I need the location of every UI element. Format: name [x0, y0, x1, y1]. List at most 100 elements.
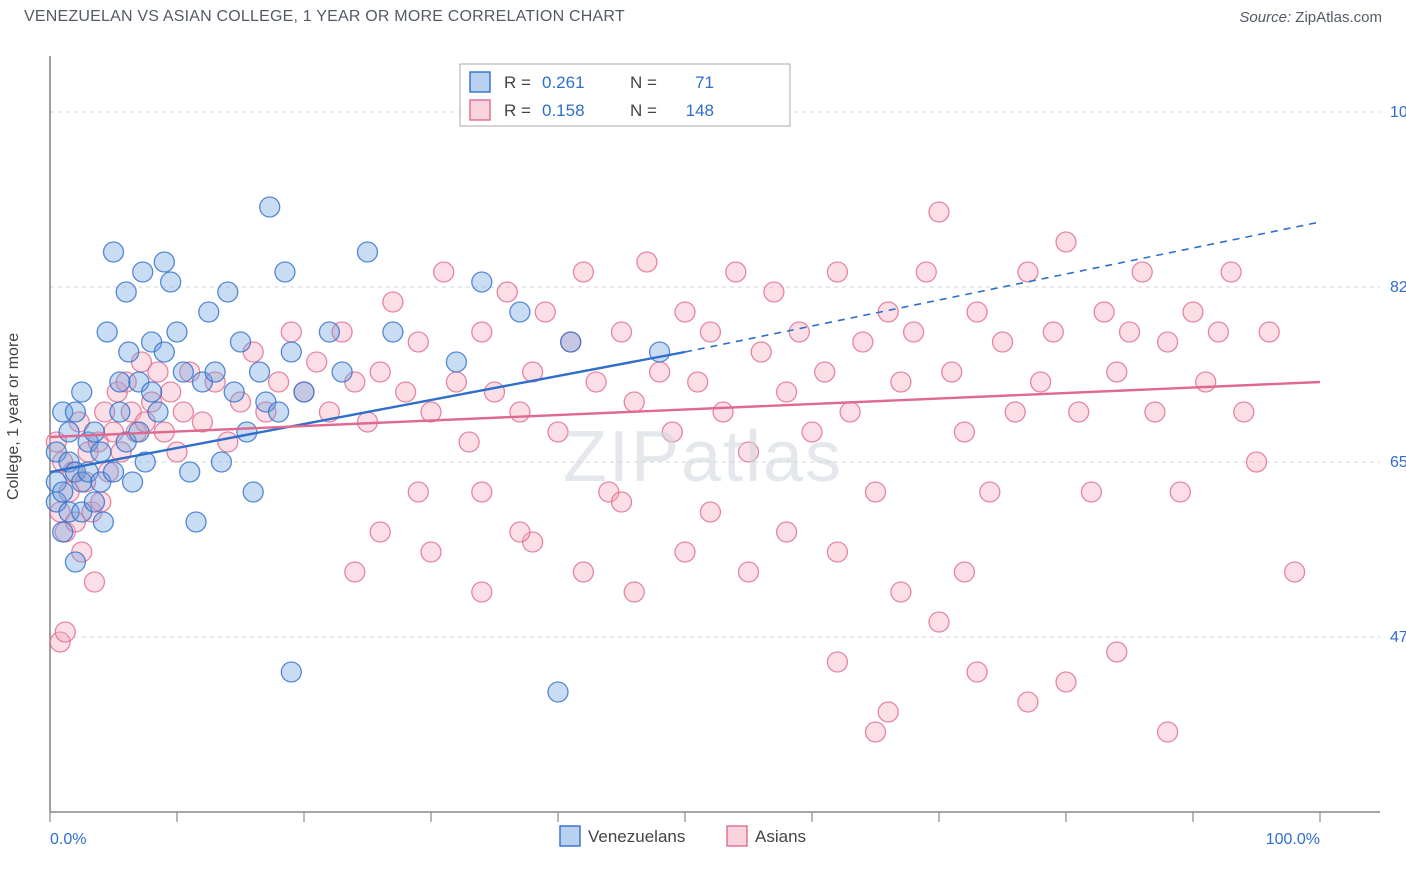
data-point	[173, 402, 193, 422]
data-point	[1018, 262, 1038, 282]
data-point	[84, 422, 104, 442]
legend-series-label: Asians	[755, 827, 806, 846]
data-point	[72, 382, 92, 402]
data-point	[954, 422, 974, 442]
data-point	[65, 552, 85, 572]
data-point	[929, 612, 949, 632]
data-point	[93, 512, 113, 532]
data-point	[396, 382, 416, 402]
data-point	[739, 562, 759, 582]
data-point	[700, 502, 720, 522]
data-point	[662, 422, 682, 442]
data-point	[1120, 322, 1140, 342]
data-point	[485, 382, 505, 402]
data-point	[650, 362, 670, 382]
data-point	[97, 322, 117, 342]
data-point	[91, 442, 111, 462]
data-point	[211, 452, 231, 472]
data-point	[815, 362, 835, 382]
data-point	[383, 322, 403, 342]
legend-r-value: 0.261	[542, 73, 585, 92]
data-point	[370, 522, 390, 542]
chart-area: College, 1 year or more ZIPatlas 47.5%65…	[0, 32, 1406, 882]
data-point	[472, 482, 492, 502]
data-point	[612, 322, 632, 342]
data-point	[497, 282, 517, 302]
data-point	[624, 392, 644, 412]
data-point	[1259, 322, 1279, 342]
data-point	[148, 402, 168, 422]
data-point	[260, 197, 280, 217]
data-point	[827, 652, 847, 672]
data-point	[281, 342, 301, 362]
data-point	[84, 492, 104, 512]
data-point	[1234, 402, 1254, 422]
y-tick-label: 47.5%	[1390, 629, 1406, 646]
data-point	[954, 562, 974, 582]
data-point	[167, 322, 187, 342]
data-point	[853, 332, 873, 352]
legend-r-value: 0.158	[542, 101, 585, 120]
data-point	[993, 332, 1013, 352]
x-tick-label: 0.0%	[50, 831, 86, 848]
legend-swatch	[727, 826, 747, 846]
data-point	[840, 402, 860, 422]
data-point	[472, 582, 492, 602]
source-attribution: Source: ZipAtlas.com	[1239, 9, 1382, 26]
data-point	[472, 322, 492, 342]
data-point	[1031, 372, 1051, 392]
data-point	[1069, 402, 1089, 422]
data-point	[59, 422, 79, 442]
data-point	[1247, 452, 1267, 472]
data-point	[307, 352, 327, 372]
data-point	[700, 322, 720, 342]
data-point	[224, 382, 244, 402]
data-point	[1107, 362, 1127, 382]
data-point	[637, 252, 657, 272]
data-point	[133, 262, 153, 282]
data-point	[281, 662, 301, 682]
data-point	[967, 662, 987, 682]
data-point	[199, 302, 219, 322]
source-value: ZipAtlas.com	[1295, 9, 1382, 26]
data-point	[180, 462, 200, 482]
data-point	[802, 422, 822, 442]
data-point	[472, 272, 492, 292]
data-point	[942, 362, 962, 382]
data-point	[55, 622, 75, 642]
data-point	[548, 422, 568, 442]
legend-n-value: 148	[686, 101, 714, 120]
data-point	[739, 442, 759, 462]
data-point	[173, 362, 193, 382]
y-tick-label: 65.0%	[1390, 454, 1406, 471]
data-point	[980, 482, 1000, 502]
data-point	[1107, 642, 1127, 662]
data-point	[1183, 302, 1203, 322]
legend-r-label: R =	[504, 101, 531, 120]
data-point	[878, 702, 898, 722]
data-point	[84, 572, 104, 592]
data-point	[586, 372, 606, 392]
data-point	[319, 322, 339, 342]
data-point	[154, 342, 174, 362]
data-point	[1094, 302, 1114, 322]
data-point	[904, 322, 924, 342]
legend-swatch	[470, 72, 490, 92]
data-point	[1170, 482, 1190, 502]
data-point	[866, 482, 886, 502]
data-point	[53, 482, 73, 502]
data-point	[535, 302, 555, 322]
data-point	[110, 372, 130, 392]
data-point	[161, 272, 181, 292]
data-point	[281, 322, 301, 342]
data-point	[891, 372, 911, 392]
chart-title: VENEZUELAN VS ASIAN COLLEGE, 1 YEAR OR M…	[24, 8, 625, 26]
data-point	[231, 332, 251, 352]
data-point	[434, 262, 454, 282]
data-point	[713, 402, 733, 422]
data-point	[332, 362, 352, 382]
data-point	[1285, 562, 1305, 582]
data-point	[916, 262, 936, 282]
data-point	[726, 262, 746, 282]
data-point	[1196, 372, 1216, 392]
